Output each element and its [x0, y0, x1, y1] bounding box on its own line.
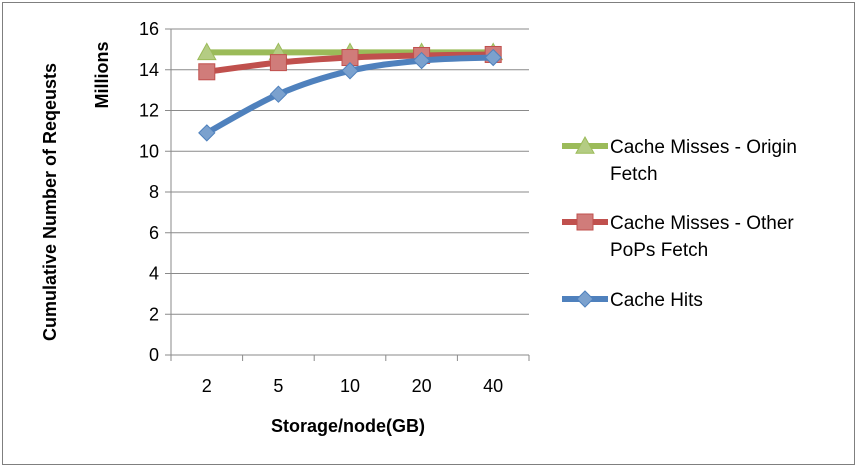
legend-marker: [576, 213, 594, 231]
x-axis-title: Storage/node(GB): [271, 416, 425, 436]
x-tick-label: 2: [202, 376, 212, 396]
legend-label: Fetch: [610, 164, 658, 185]
data-point: [484, 48, 502, 67]
legend-item-3: Cache Hits: [562, 290, 703, 311]
y-axis-title: Cumulative Number of Reqeusts: [40, 63, 60, 341]
axes: [170, 29, 530, 361]
data-point: [269, 54, 287, 72]
y-tick-label: 2: [149, 304, 159, 324]
legend-item-2: Cache Misses - Other PoPs Fetch: [562, 213, 794, 261]
legend-item-1: Cache Misses - Origin Fetch: [562, 135, 797, 185]
y-tick-label: 10: [139, 141, 159, 161]
data-point: [269, 85, 288, 103]
data-point: [198, 124, 216, 142]
y-tick-label: 8: [149, 182, 159, 202]
y-tick-label: 12: [139, 101, 159, 121]
y-tick-label: 0: [149, 345, 159, 365]
x-tick-label: 40: [483, 376, 503, 396]
legend-label: PoPs Fetch: [610, 240, 708, 261]
x-tick-label: 10: [340, 376, 360, 396]
y-axis-unit: Millions: [92, 42, 112, 109]
series-layer: [196, 42, 504, 142]
legend-marker: [575, 135, 595, 154]
data-point: [412, 51, 431, 70]
x-tick-label: 20: [412, 376, 432, 396]
legend-label: Cache Misses - Origin: [610, 137, 797, 158]
y-tick-label: 14: [139, 60, 159, 80]
x-tick-label: 5: [273, 376, 283, 396]
data-point: [198, 63, 216, 81]
series-3: [198, 48, 502, 142]
y-tick-label: 4: [149, 264, 159, 284]
y-tick-labels: 0 2 4 6 8 10 12 14 16: [139, 19, 159, 365]
y-tick-label: 16: [139, 19, 159, 39]
legend-label: Cache Hits: [610, 290, 703, 311]
data-point: [196, 42, 217, 61]
y-tick-label: 6: [149, 223, 159, 243]
legend-marker: [576, 290, 594, 308]
legend-label: Cache Misses - Other: [610, 213, 794, 234]
gridlines: [165, 28, 529, 356]
x-tick-labels: 2 5 10 20 40: [202, 376, 503, 396]
data-point: [341, 62, 359, 80]
